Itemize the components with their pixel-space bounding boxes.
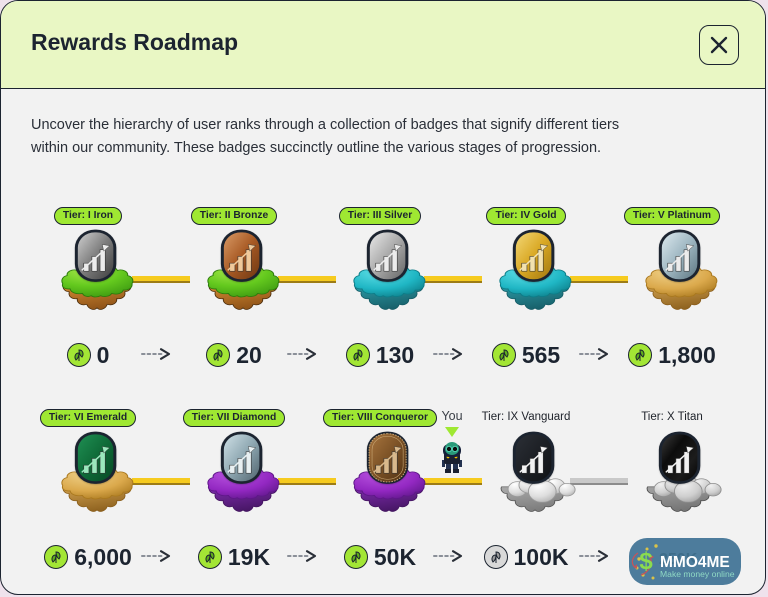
svg-text:Make money online: Make money online bbox=[660, 569, 735, 579]
svg-text:$: $ bbox=[639, 548, 653, 575]
